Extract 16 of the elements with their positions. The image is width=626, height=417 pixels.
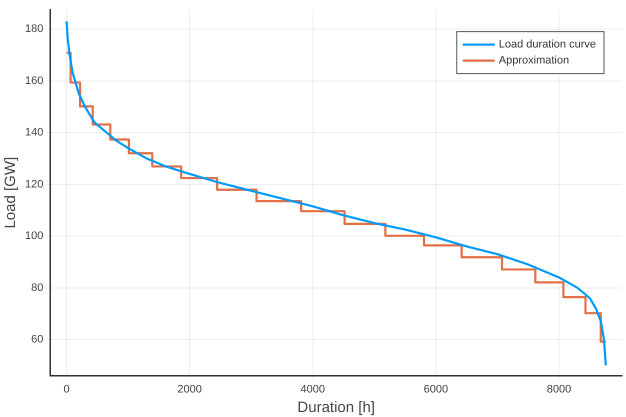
legend-label: Approximation [498,54,570,67]
y-tick-label: 180 [24,23,44,36]
x-tick-label: 8000 [546,383,572,396]
y-tick-label: 80 [31,282,44,294]
y-tick-label: 120 [24,178,44,190]
y-tick-label: 160 [24,74,44,87]
x-tick-label: 4000 [300,383,326,396]
y-tick-label: 100 [24,230,44,242]
x-axis-title: Duration [h] [297,399,375,416]
y-axis-title: Load [GW] [2,156,20,229]
x-tick-label: 6000 [424,383,448,396]
x-tick-label: 2000 [177,383,202,396]
legend-label: Load duration curve [498,38,596,51]
y-tick-label: 60 [31,334,44,346]
x-tick-label: 0 [63,383,70,396]
y-tick-label: 140 [24,126,44,139]
